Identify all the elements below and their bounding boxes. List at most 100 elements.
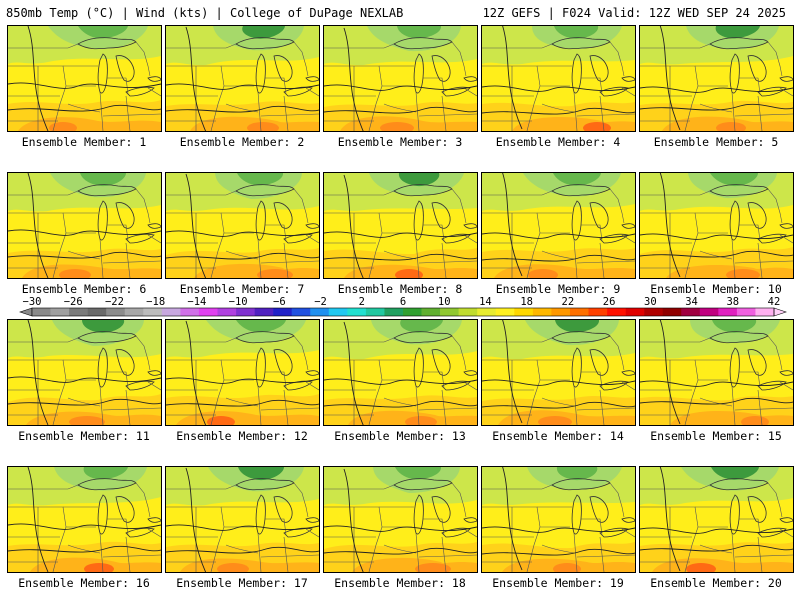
state-border (260, 113, 319, 117)
ensemble-member-label: Ensemble Member: 9 (495, 282, 621, 296)
ensemble-map-panel (7, 25, 162, 132)
ensemble-member-label: Ensemble Member: 12 (176, 429, 308, 443)
state-border (166, 190, 237, 196)
state-border (102, 407, 161, 411)
state-border (451, 41, 467, 77)
isotherm-contour (482, 232, 635, 239)
isotherm-contour (324, 253, 477, 261)
isotherm-contour (640, 527, 793, 534)
state-border (324, 190, 395, 196)
field-green (397, 26, 442, 39)
isotherm-contour (8, 251, 161, 259)
colorbar-swatch (755, 308, 775, 316)
colorbar-swatch (440, 308, 459, 316)
field-dark-orange (538, 416, 572, 425)
field-dark-orange (415, 563, 451, 572)
state-border (609, 41, 625, 77)
temperature-map (482, 467, 635, 572)
isotherm-contour (482, 85, 635, 92)
great-lake-outline (393, 331, 453, 344)
state-border (8, 337, 79, 343)
state-border (166, 484, 237, 490)
state-border (147, 381, 161, 391)
great-lake-outline (621, 517, 635, 523)
state-border (135, 482, 151, 518)
isotherm-contour (8, 229, 161, 236)
state-border (767, 335, 783, 371)
state-border (423, 371, 445, 389)
state-border (293, 188, 309, 224)
great-lake-outline (115, 202, 135, 229)
great-lake-outline (431, 496, 451, 523)
ensemble-member-label: Ensemble Member: 15 (650, 429, 782, 443)
field-green (398, 173, 440, 187)
state-border (599, 536, 605, 572)
state-border (125, 536, 131, 572)
state-border (441, 95, 447, 131)
isotherm-contour (640, 250, 793, 258)
temperature-map (166, 173, 319, 278)
state-border (640, 43, 711, 49)
isotherm-contour (343, 321, 364, 425)
great-lake-outline (255, 347, 266, 388)
state-border (441, 242, 447, 278)
colorbar-tick-label: 2 (359, 296, 365, 308)
state-border (699, 103, 733, 113)
colorbar-swatch (87, 308, 107, 316)
great-lake-outline (255, 53, 266, 94)
colorbar-swatch (514, 308, 534, 316)
field-dark-orange (69, 416, 105, 425)
great-lake-outline (571, 200, 582, 241)
state-border (107, 77, 129, 95)
state-border (125, 242, 131, 278)
state-border (102, 113, 161, 117)
state-border (283, 389, 289, 425)
isotherm-contour (482, 401, 635, 409)
state-border (107, 518, 129, 536)
colorbar-tick-label: 14 (479, 296, 492, 308)
colorbar-swatch (699, 308, 719, 316)
state-border (260, 407, 319, 411)
colorbar-right-arrow (773, 307, 787, 317)
isotherm-contour (8, 398, 161, 406)
field-green (556, 467, 598, 481)
field-dark-orange (528, 269, 558, 278)
state-border (779, 528, 793, 538)
field-green (78, 26, 128, 39)
great-lake-outline (147, 517, 161, 523)
isotherm-contour (8, 376, 161, 383)
isotherm-contour (502, 26, 523, 130)
colorbar-tick-label: 34 (685, 296, 698, 308)
temperature-map (640, 26, 793, 131)
state-border (731, 91, 736, 131)
state-border (257, 532, 262, 572)
state-border (581, 224, 603, 242)
field-green (83, 467, 128, 480)
colorbar-swatch (662, 308, 682, 316)
isotherm-contour (166, 377, 319, 384)
state-border (734, 260, 793, 264)
state-border (757, 536, 763, 572)
great-lake-outline (779, 76, 793, 82)
ensemble-map-panel (7, 466, 162, 573)
state-border (135, 188, 151, 224)
state-border (125, 95, 131, 131)
colorbar-tick-label: 42 (768, 296, 781, 308)
ensemble-member-label: Ensemble Member: 14 (492, 429, 624, 443)
great-lake-outline (441, 86, 471, 97)
ensemble-map-panel (323, 466, 478, 573)
state-border (731, 532, 736, 572)
ensemble-map-panel (639, 466, 794, 573)
isotherm-contour (166, 524, 319, 531)
temperature-map (640, 173, 793, 278)
state-border (757, 242, 763, 278)
state-border (99, 91, 104, 131)
colorbar-tick-label: −30 (23, 296, 42, 308)
colorbar-swatch (291, 308, 311, 316)
great-lake-outline (413, 494, 424, 535)
isotherm-contour (659, 173, 681, 278)
ensemble-map-panel (639, 319, 794, 426)
isotherm-contour (324, 106, 477, 114)
ensemble-map-panel (481, 466, 636, 573)
isotherm-contour (640, 397, 793, 405)
